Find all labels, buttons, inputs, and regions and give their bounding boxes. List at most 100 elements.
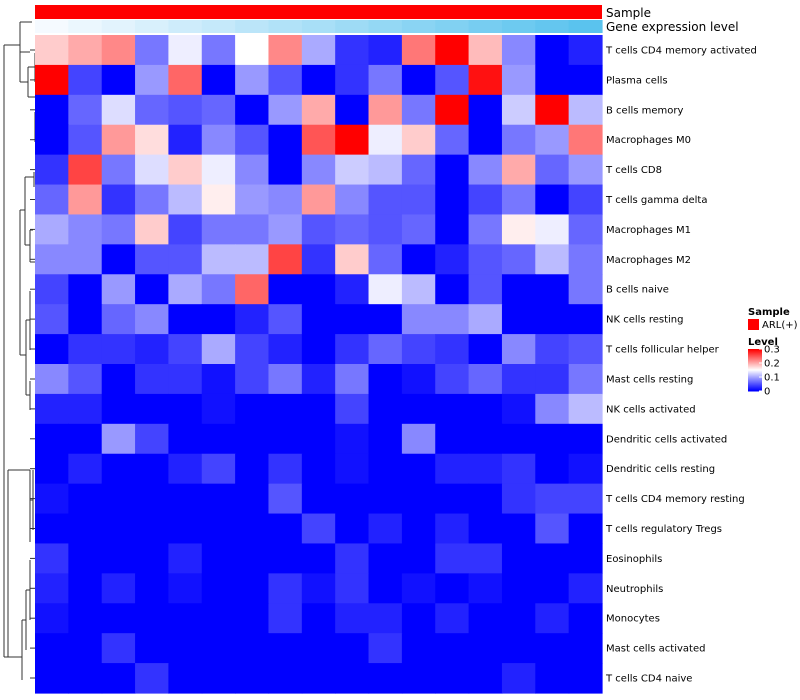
heatmap-cell <box>101 94 136 126</box>
heatmap-cell <box>535 154 570 186</box>
heatmap-cell <box>268 184 303 216</box>
heatmap-cell <box>435 124 470 156</box>
heatmap-cell <box>35 633 69 664</box>
heatmap-cell <box>435 573 470 604</box>
heatmap-cell <box>401 154 436 186</box>
heatmap-cell <box>268 64 303 96</box>
heatmap-cell <box>268 334 303 365</box>
heatmap-cell <box>201 124 236 156</box>
annotation-label-gene-expression: Gene expression level <box>606 20 739 34</box>
heatmap-cell <box>235 364 270 395</box>
legend-tick-label: 0 <box>764 387 770 398</box>
heatmap-cell <box>301 513 336 545</box>
heatmap-cell <box>435 663 470 694</box>
heatmap-cell <box>368 154 403 186</box>
heatmap-cell <box>501 304 536 335</box>
row-label: T cells CD4 naive <box>605 674 692 685</box>
heatmap-cell <box>35 543 69 574</box>
heatmap-cell <box>135 94 170 126</box>
legend-colorbar-step <box>748 390 762 392</box>
legend-sample-entry: ARL(+) <box>762 320 798 331</box>
heatmap-cell <box>335 64 370 96</box>
heatmap-cell <box>435 603 470 634</box>
heatmap-cell <box>101 513 136 545</box>
heatmap-cell <box>468 124 503 156</box>
legend-colorbar-step <box>748 387 762 389</box>
gene-expression-annotation-cell <box>401 20 436 33</box>
heatmap-cell <box>335 304 370 335</box>
heatmap-cell <box>568 64 603 96</box>
heatmap-cell <box>201 423 236 455</box>
legend-level-colorbar <box>748 349 762 392</box>
heatmap-cell <box>301 543 336 574</box>
row-dendrogram <box>3 21 36 680</box>
heatmap-cell <box>135 214 170 245</box>
heatmap-cell <box>568 244 603 275</box>
heatmap-cell <box>501 543 536 574</box>
heatmap-cell <box>201 184 236 216</box>
heatmap-cell <box>435 483 470 515</box>
heatmap-cell <box>435 214 470 245</box>
gene-expression-annotation-cell <box>335 20 370 33</box>
heatmap-cell <box>135 274 170 305</box>
heatmap-cell <box>268 483 303 515</box>
heatmap-cell <box>535 543 570 574</box>
heatmap-cell <box>468 513 503 545</box>
heatmap-cell <box>101 483 136 515</box>
heatmap-cell <box>235 214 270 245</box>
heatmap-cell <box>235 513 270 545</box>
heatmap-cell <box>301 483 336 515</box>
heatmap-cell <box>168 124 203 156</box>
heatmap-cell <box>268 35 303 66</box>
heatmap-cell <box>35 573 69 604</box>
heatmap-cell <box>468 393 503 425</box>
heatmap-cell <box>501 154 536 186</box>
heatmap-cell <box>368 124 403 156</box>
heatmap-cell <box>568 573 603 604</box>
heatmap-cell <box>368 244 403 275</box>
heatmap-cell <box>301 124 336 156</box>
heatmap-cell <box>201 35 236 66</box>
heatmap-cell <box>535 64 570 96</box>
heatmap-cell <box>35 483 69 515</box>
heatmap-cell <box>135 154 170 186</box>
heatmap-cell <box>401 184 436 216</box>
heatmap-cell <box>101 274 136 305</box>
heatmap-cell <box>201 633 236 664</box>
row-label: Macrophages M1 <box>606 225 691 236</box>
heatmap-cell <box>101 64 136 96</box>
heatmap-cell <box>235 483 270 515</box>
heatmap-cell <box>568 94 603 126</box>
legend-colorbar-step <box>748 372 762 374</box>
heatmap-cell <box>268 274 303 305</box>
heatmap-cell <box>268 423 303 455</box>
heatmap-cell <box>568 35 603 66</box>
heatmap-cell <box>35 124 69 156</box>
heatmap-cell <box>268 214 303 245</box>
gene-expression-annotation-cell <box>501 20 536 33</box>
legend-colorbar-step <box>748 378 762 380</box>
heatmap-cell <box>35 35 69 66</box>
heatmap-cell <box>535 573 570 604</box>
heatmap-cell <box>301 274 336 305</box>
heatmap-cell <box>301 35 336 66</box>
heatmap-cell <box>235 543 270 574</box>
legend-colorbar-step <box>748 375 762 377</box>
heatmap-cell <box>201 274 236 305</box>
heatmap-cell <box>335 184 370 216</box>
heatmap-cell <box>268 94 303 126</box>
heatmap-cell <box>501 124 536 156</box>
legend-colorbar-step <box>748 349 762 351</box>
heatmap-cell <box>201 483 236 515</box>
heatmap-cell <box>535 124 570 156</box>
legend-tick-label: 0.1 <box>764 373 780 384</box>
heatmap-cell <box>535 364 570 395</box>
legend-colorbar-step <box>748 386 762 388</box>
heatmap-cell <box>268 573 303 604</box>
legend-colorbar-step <box>748 380 762 382</box>
heatmap-cell <box>435 633 470 664</box>
heatmap-cell <box>201 543 236 574</box>
heatmap-cell <box>501 483 536 515</box>
heatmap-cell <box>135 663 170 694</box>
